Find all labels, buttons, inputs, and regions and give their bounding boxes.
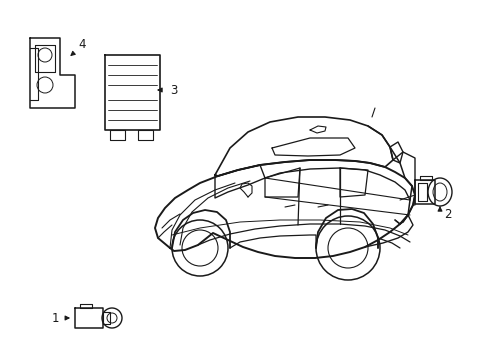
Text: 3: 3 xyxy=(170,84,177,96)
Text: 4: 4 xyxy=(78,39,85,51)
Text: 2: 2 xyxy=(443,208,451,221)
Text: 1: 1 xyxy=(51,311,59,324)
